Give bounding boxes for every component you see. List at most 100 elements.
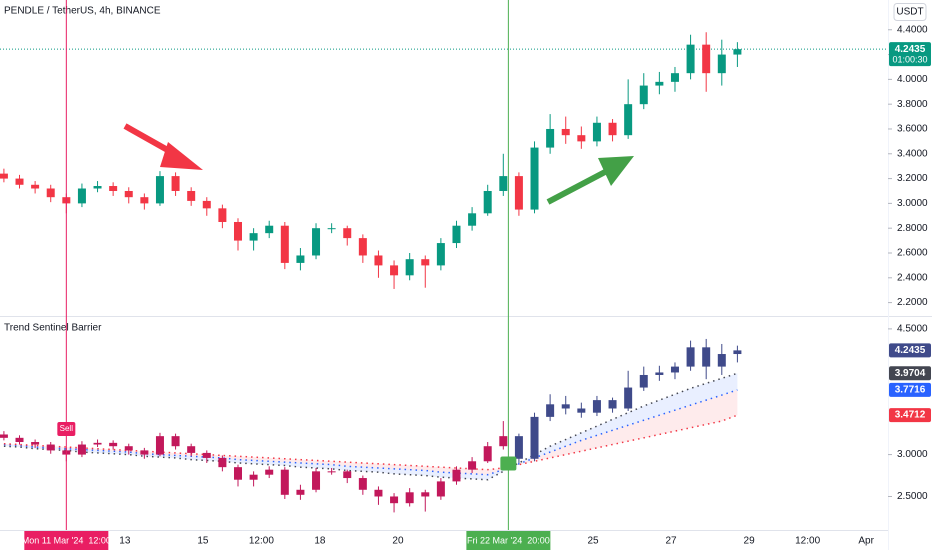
y-tick-label: 3.0000 (897, 449, 928, 460)
candle-body (530, 147, 539, 210)
signal-box (57, 422, 76, 437)
candle-body (15, 178, 24, 185)
x-tick-label: 12:00 (249, 536, 274, 547)
price-label-box (889, 382, 931, 397)
candle-body (155, 176, 164, 204)
price-label-box (889, 366, 931, 381)
y-tick-label: 3.0000 (897, 198, 928, 209)
date-label-box (24, 531, 109, 550)
price-label-box (889, 343, 931, 358)
y-tick-label: 2.4000 (897, 272, 928, 283)
candle-body (483, 446, 492, 462)
candle-body (233, 221, 242, 241)
candle-body (0, 173, 8, 179)
candle-body (561, 128, 570, 136)
candle-body (358, 238, 367, 256)
date-label-box (466, 531, 551, 550)
candle-body (171, 436, 180, 447)
candle-body (374, 489, 383, 497)
candle-body (31, 442, 40, 445)
candle-body (546, 128, 555, 148)
candle-body (655, 372, 664, 375)
candle-body (218, 208, 227, 222)
signal-box (500, 456, 517, 471)
candle-body (499, 176, 508, 191)
candle-body (639, 374, 648, 388)
x-tick-label: 15 (197, 536, 209, 547)
candle-body (452, 225, 461, 244)
candle-body (483, 190, 492, 214)
candle-body (577, 135, 586, 142)
candles (0, 338, 742, 513)
x-tick-label: 13 (119, 536, 131, 547)
candle-body (77, 188, 86, 204)
candle-body (686, 347, 695, 367)
candle-body (702, 347, 711, 367)
candle-body (390, 496, 399, 504)
candle-body (670, 366, 679, 373)
candle-body (187, 190, 196, 201)
candle-body (686, 44, 695, 74)
candle-body (343, 471, 352, 479)
candle-body (717, 54, 726, 74)
y-tick-label: 2.8000 (897, 223, 928, 234)
candle-body (46, 188, 55, 198)
candle-body (546, 404, 555, 417)
candle-body (514, 176, 523, 210)
x-tick-label: 20 (392, 536, 404, 547)
y-tick-label: 4.5000 (897, 324, 928, 335)
y-tick-label: 2.5000 (897, 491, 928, 502)
candle-body (608, 122, 617, 136)
candle-body (233, 467, 242, 480)
candle-body (468, 461, 477, 470)
y-tick-label: 3.4000 (897, 148, 928, 159)
y-tick-label: 3.8000 (897, 99, 928, 110)
band-fill (3, 389, 738, 475)
candle-body (124, 446, 133, 451)
candle-body (452, 469, 461, 482)
price-label: 4.2435 (895, 345, 926, 356)
price-label: 3.9704 (895, 368, 926, 379)
candle-body (374, 255, 383, 266)
price-label-box (889, 408, 931, 423)
candle-body (436, 481, 445, 497)
candle-body (343, 228, 352, 239)
candle-body (733, 350, 742, 355)
candle-body (296, 255, 305, 263)
candle-body (124, 190, 133, 198)
candle-body (561, 404, 570, 409)
currency-box[interactable] (893, 3, 927, 21)
candle-body (717, 354, 726, 367)
x-tick-label: 27 (666, 536, 678, 547)
candles (0, 32, 742, 289)
x-tick-label: 18 (314, 536, 326, 547)
candle-body (358, 478, 367, 490)
candle-body (93, 442, 102, 445)
candle-body (187, 446, 196, 453)
price-label: 3.7716 (895, 385, 926, 396)
candle-body (514, 436, 523, 459)
candle-body (155, 436, 164, 455)
candle-body (202, 452, 211, 458)
symbol-title: PENDLE / TetherUS, 4h, BINANCE (4, 6, 161, 17)
candle-body (93, 186, 102, 189)
candle-body (202, 200, 211, 209)
candle-body (265, 225, 274, 234)
candle-body (312, 228, 321, 256)
candle-body (218, 457, 227, 468)
price-label: 4.2435 (895, 44, 926, 55)
candle-body (405, 492, 414, 504)
candle-body (405, 259, 414, 276)
candle-body (733, 49, 742, 55)
candle-body (31, 184, 40, 189)
candle-body (468, 213, 477, 226)
candle-body (327, 228, 336, 230)
candle-body (421, 259, 430, 266)
candle-body (530, 416, 539, 459)
currency: USDT (896, 7, 923, 18)
candle-body (702, 44, 711, 74)
candle-body (624, 104, 633, 136)
y-tick-label: 4.4000 (897, 24, 928, 35)
x-tick-label: 25 (587, 536, 599, 547)
